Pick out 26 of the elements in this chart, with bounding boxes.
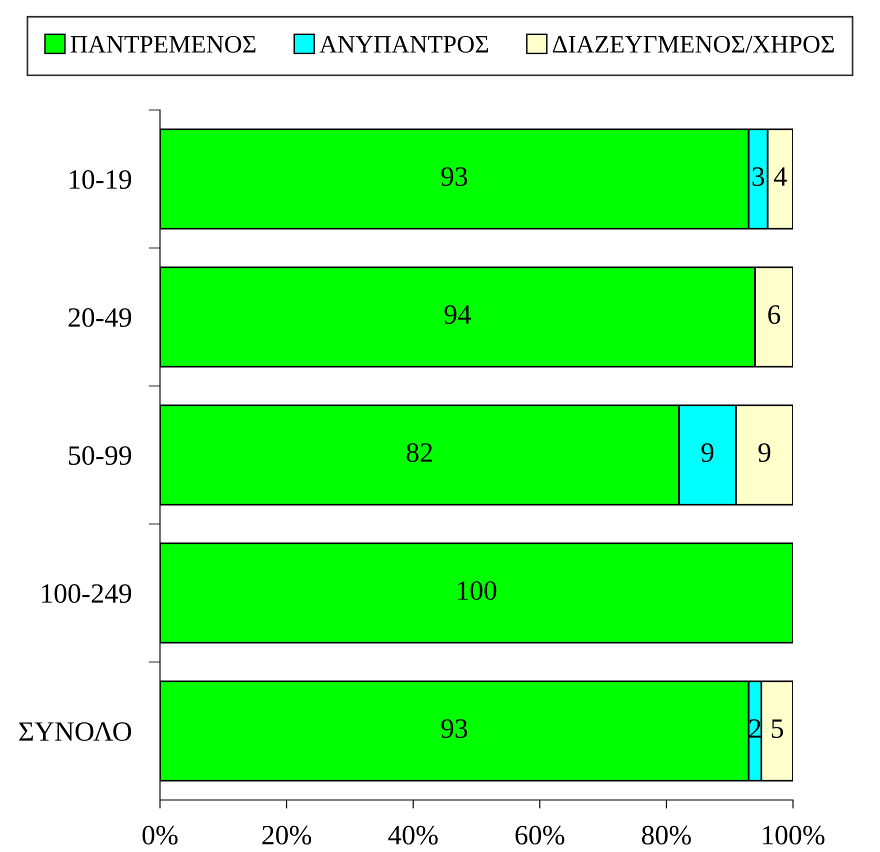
data-label: 5 — [772, 719, 784, 738]
x-tick-label: 40% — [388, 826, 438, 845]
data-label: 4 — [774, 167, 787, 186]
x-tick-label: 20% — [262, 826, 312, 845]
legend-label: ΠΑΝΤΡΕΜΕΝΟΣ — [70, 36, 256, 53]
y-tick-label: 10-19 — [70, 170, 132, 189]
y-tick-label: 20-49 — [68, 308, 132, 327]
y-tick-label: 100-249 — [42, 584, 132, 603]
data-label: 2 — [749, 719, 760, 738]
data-label: 9 — [701, 443, 714, 462]
data-label: 3 — [752, 167, 764, 186]
legend-label: ΔΙΑΖΕΥΓΜΕΝΟΣ/ΧΗΡΟΣ — [552, 36, 834, 53]
data-label: 6 — [768, 305, 780, 324]
data-label: 93 — [441, 719, 468, 738]
y-tick-label: 50-99 — [69, 446, 132, 465]
data-label: 94 — [444, 305, 471, 324]
y-tick-label: ΣΥΝΟΛΟ — [19, 722, 132, 741]
legend-label: ΑΝΥΠΑΝΤΡΟΣ — [319, 36, 488, 53]
data-label: 93 — [441, 167, 468, 186]
data-label: 82 — [406, 443, 432, 462]
data-label: 9 — [758, 443, 770, 462]
x-tick-label: 0% — [142, 826, 178, 845]
x-tick-label: 80% — [642, 826, 691, 845]
x-tick-label: 60% — [516, 826, 564, 845]
data-label: 100 — [458, 581, 496, 600]
x-tick-label: 100% — [763, 826, 824, 845]
